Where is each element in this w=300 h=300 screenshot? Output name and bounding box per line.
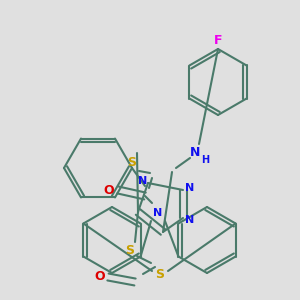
Text: N: N (138, 176, 148, 186)
Text: O: O (104, 184, 114, 196)
Text: S: S (125, 244, 134, 256)
Text: O: O (95, 271, 105, 284)
Text: F: F (214, 34, 222, 47)
Text: N: N (185, 183, 195, 193)
Text: N: N (153, 208, 163, 218)
Text: N: N (190, 146, 200, 158)
Text: S: S (155, 268, 164, 281)
Text: S: S (128, 157, 136, 169)
Text: H: H (201, 155, 209, 165)
Text: N: N (185, 215, 195, 225)
